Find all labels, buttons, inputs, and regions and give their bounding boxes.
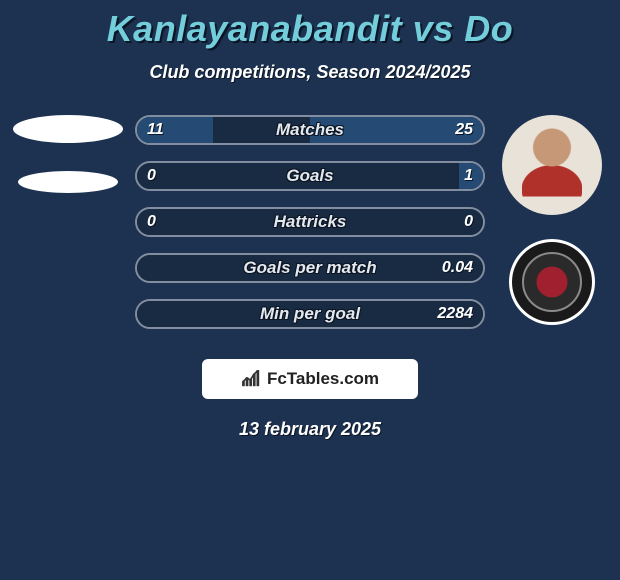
right-club-crest [509, 239, 595, 325]
stat-right-value: 2284 [437, 301, 473, 327]
page-title: Kanlayanabandit vs Do [0, 0, 620, 50]
page-subtitle: Club competitions, Season 2024/2025 [0, 62, 620, 83]
stat-label: Goals per match [137, 255, 483, 281]
bars-icon [241, 370, 263, 388]
right-player-column [492, 115, 612, 325]
watermark-text: FcTables.com [267, 369, 379, 389]
stat-row: Min per goal2284 [135, 299, 485, 329]
left-club-crest-placeholder [18, 171, 118, 193]
stat-row: Matches11 25 [135, 115, 485, 145]
stat-left-value: 0 [147, 209, 156, 235]
right-player-photo [502, 115, 602, 215]
stat-label: Matches [137, 117, 483, 143]
comparison-content: Matches1125Goals01Hattricks00Goals per m… [0, 115, 620, 355]
left-player-photo-placeholder [13, 115, 123, 143]
stat-left-value: 0 [147, 163, 156, 189]
stats-bars: Matches1125Goals01Hattricks00Goals per m… [135, 115, 485, 345]
stat-right-value: 1 [464, 163, 473, 189]
stat-row: Goals per match0.04 [135, 253, 485, 283]
stat-label: Hattricks [137, 209, 483, 235]
stat-row: Hattricks0 0 [135, 207, 485, 237]
footer-date: 13 february 2025 [0, 419, 620, 440]
stat-label: Min per goal [137, 301, 483, 327]
left-player-column [8, 115, 128, 221]
stat-row: Goals0 1 [135, 161, 485, 191]
stat-right-value: 0.04 [442, 255, 473, 281]
stat-right-value: 25 [455, 117, 473, 143]
stat-right-value: 0 [464, 209, 473, 235]
stat-left-value: 11 [147, 117, 164, 143]
watermark: FcTables.com [202, 359, 418, 399]
stat-label: Goals [137, 163, 483, 189]
